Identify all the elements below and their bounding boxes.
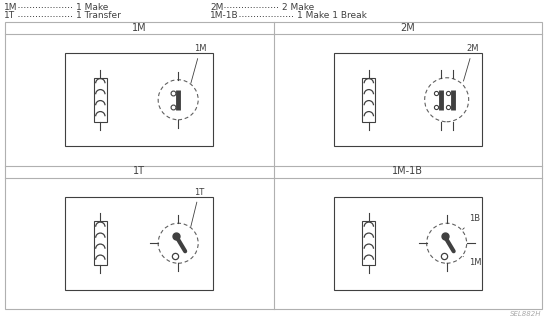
- Text: 1T: 1T: [133, 167, 146, 176]
- Text: 2M: 2M: [400, 23, 415, 33]
- Bar: [437, 88, 444, 112]
- Text: 1M-1B: 1M-1B: [210, 11, 238, 20]
- Bar: [362, 221, 375, 265]
- Text: 1T: 1T: [191, 188, 205, 226]
- Text: 2M: 2M: [463, 44, 479, 81]
- Text: 2M: 2M: [210, 3, 223, 11]
- Text: 1M: 1M: [191, 44, 207, 83]
- Bar: [174, 88, 182, 112]
- Text: 1M: 1M: [463, 256, 481, 267]
- Bar: [66, 53, 213, 146]
- Bar: [94, 78, 107, 122]
- Text: 1 Transfer: 1 Transfer: [76, 11, 121, 20]
- Bar: [362, 78, 375, 122]
- Bar: [334, 197, 481, 290]
- Text: 1 Make: 1 Make: [76, 3, 108, 11]
- Bar: [66, 197, 213, 290]
- Text: 2 Make: 2 Make: [282, 3, 314, 11]
- Text: 1 Make 1 Break: 1 Make 1 Break: [297, 11, 367, 20]
- Text: 1M-1B: 1M-1B: [392, 167, 423, 176]
- Text: SEL882H: SEL882H: [509, 311, 541, 317]
- Text: 1T: 1T: [4, 11, 15, 20]
- Text: 1B: 1B: [463, 214, 480, 229]
- Text: 1M: 1M: [132, 23, 147, 33]
- Bar: [334, 53, 481, 146]
- Bar: [94, 221, 107, 265]
- Text: 1M: 1M: [4, 3, 18, 11]
- Bar: [5, 22, 542, 309]
- Bar: [449, 88, 456, 112]
